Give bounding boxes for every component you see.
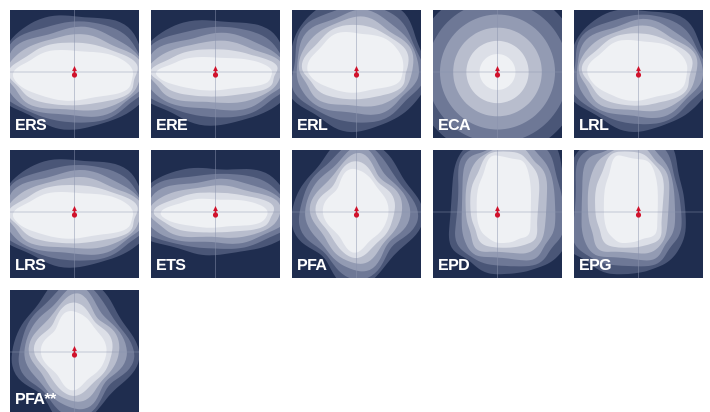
tile-erl: ERL xyxy=(292,10,421,138)
center-marker-icon xyxy=(212,66,219,78)
center-marker-icon xyxy=(494,66,501,78)
contour-plot xyxy=(574,150,703,278)
tile-label: LRL xyxy=(579,117,609,134)
contour-plot xyxy=(292,10,421,138)
tile-label: LRS xyxy=(15,257,46,274)
contour-plot xyxy=(574,10,703,138)
tile-pfa-star: PFA** xyxy=(10,290,139,412)
tile-lrl: LRL xyxy=(574,10,703,138)
contour-plot xyxy=(433,10,562,138)
center-marker-icon xyxy=(71,206,78,218)
contour-plot xyxy=(10,150,139,278)
tile-label: ETS xyxy=(156,257,186,274)
tile-label: PFA xyxy=(297,257,327,274)
tile-eca: ECA xyxy=(433,10,562,138)
tile-epd: EPD xyxy=(433,150,562,278)
tile-ers: ERS xyxy=(10,10,139,138)
contour-band xyxy=(307,31,404,93)
center-marker-icon xyxy=(494,206,501,218)
contour-band xyxy=(476,155,531,244)
contour-plot xyxy=(292,150,421,278)
center-marker-icon xyxy=(71,346,78,358)
tile-label: ERL xyxy=(297,117,328,134)
center-marker-icon xyxy=(212,206,219,218)
tile-label: PFA** xyxy=(15,391,56,408)
tile-label: EPG xyxy=(579,257,612,274)
center-marker-icon xyxy=(71,66,78,78)
contour-plot xyxy=(10,290,139,412)
tile-ets: ETS xyxy=(151,150,280,278)
tile-label: ECA xyxy=(438,117,471,134)
center-marker-icon xyxy=(353,206,360,218)
contour-band xyxy=(603,155,658,244)
tile-lrs: LRS xyxy=(10,150,139,278)
contour-plot xyxy=(151,150,280,278)
center-marker-icon xyxy=(635,66,642,78)
tile-label: ERS xyxy=(15,117,47,134)
contour-plot xyxy=(151,10,280,138)
tile-label: ERE xyxy=(156,117,188,134)
contour-plot xyxy=(10,10,139,138)
center-marker-icon xyxy=(353,66,360,78)
tile-epg: EPG xyxy=(574,150,703,278)
contour-plot xyxy=(433,150,562,278)
center-marker-icon xyxy=(635,206,642,218)
tile-pfa: PFA xyxy=(292,150,421,278)
tile-label: EPD xyxy=(438,257,470,274)
tile-ere: ERE xyxy=(151,10,280,138)
